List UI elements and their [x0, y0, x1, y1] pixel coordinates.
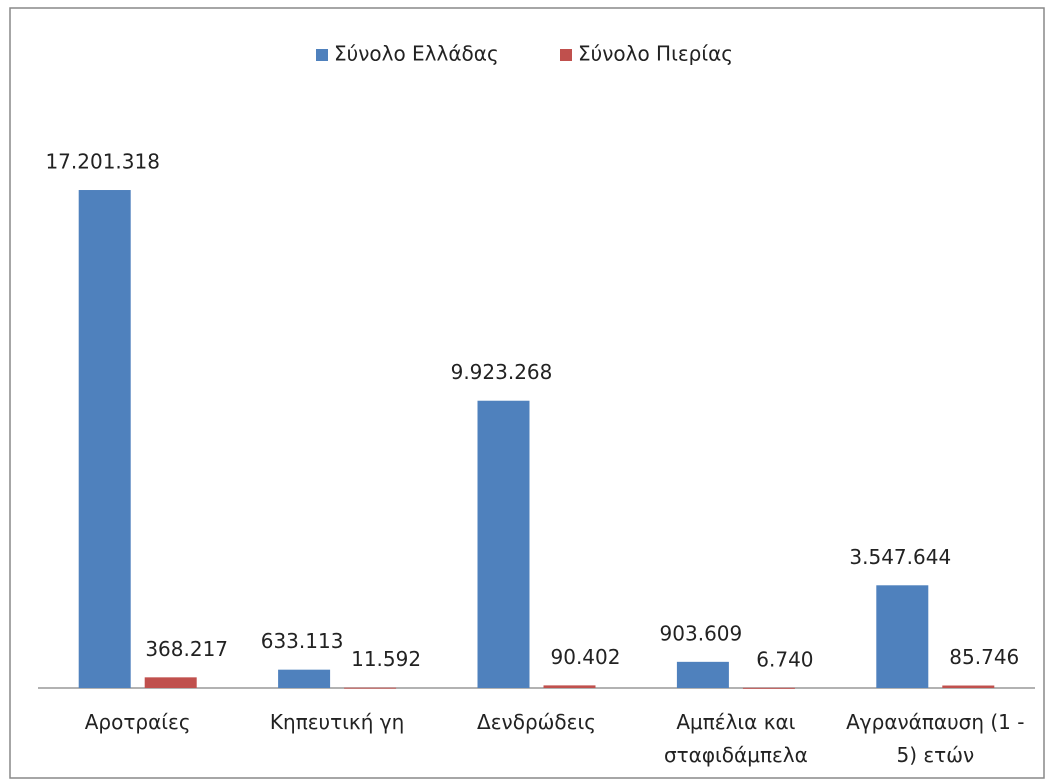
data-label: 6.740 — [756, 647, 813, 671]
legend-swatch — [316, 49, 328, 61]
data-label: 3.547.644 — [849, 545, 951, 569]
data-label: 9.923.268 — [451, 360, 553, 384]
data-label: 85.746 — [949, 645, 1019, 669]
bar — [876, 585, 929, 688]
bar — [78, 190, 131, 688]
data-label: 90.402 — [551, 645, 621, 669]
legend-swatch — [560, 49, 572, 61]
bar — [543, 685, 596, 688]
data-label: 903.609 — [660, 621, 743, 645]
bar — [344, 687, 397, 689]
x-tick-label: Αροτραίες — [84, 710, 191, 734]
bar — [144, 677, 197, 688]
data-label: 633.113 — [261, 629, 344, 653]
x-tick-label: Αμπέλια και σταφιδάμπελα — [663, 710, 808, 767]
bar — [676, 661, 729, 688]
x-tick-label: Αγρανάπαυση (1 - 5) ετών — [846, 710, 1025, 767]
bar — [477, 400, 530, 688]
data-label: 17.201.318 — [45, 150, 160, 174]
legend-label: Σύνολο Ελλάδας — [334, 42, 499, 66]
data-label: 368.217 — [145, 637, 228, 661]
legend-label: Σύνολο Πιερίας — [578, 42, 733, 66]
bar — [942, 685, 995, 688]
bar — [742, 687, 795, 689]
data-label: 11.592 — [351, 647, 421, 671]
x-tick-label: Δενδρώδεις — [477, 710, 596, 734]
bar — [278, 669, 331, 688]
x-tick-label: Κηπευτική γη — [269, 710, 405, 734]
